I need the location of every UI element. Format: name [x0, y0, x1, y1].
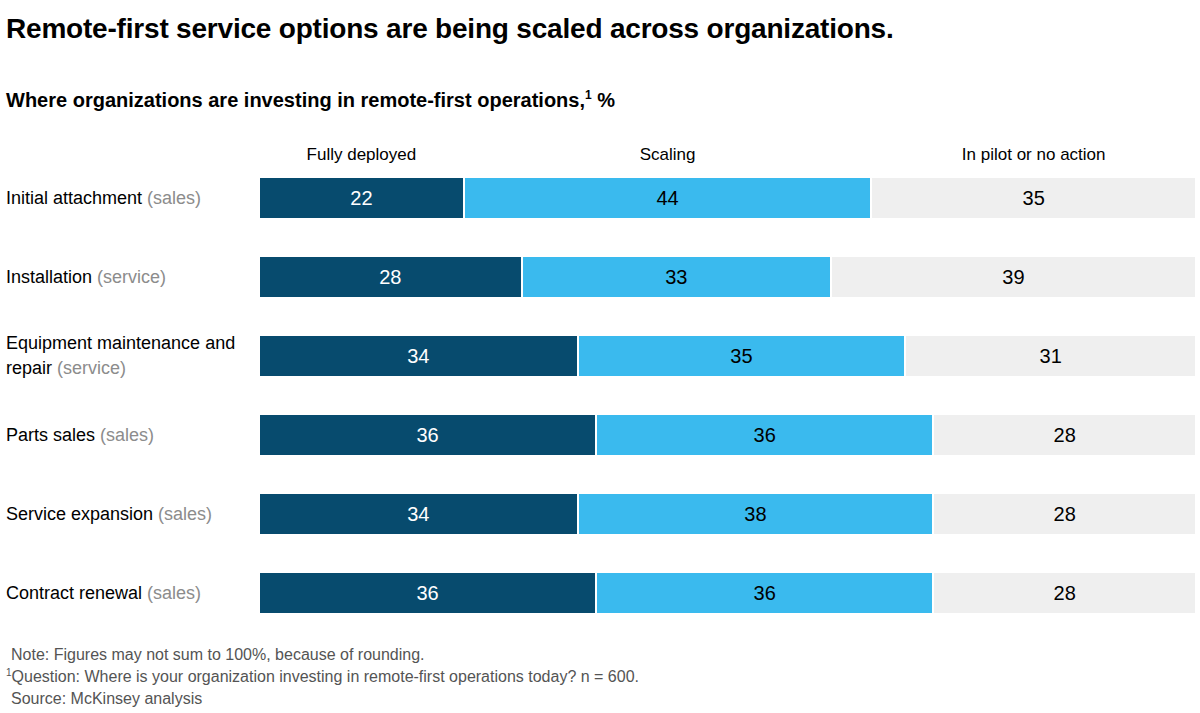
row-sublabel: (service) — [97, 267, 166, 287]
subtitle-text: Where organizations are investing in rem… — [6, 89, 585, 111]
bar-segment-fully-deployed: 28 — [260, 257, 521, 297]
bar-segment-in-pilot-or-no-action: 28 — [934, 494, 1195, 534]
bar-segment-fully-deployed: 36 — [260, 415, 595, 455]
chart-row: Installation (service)283339 — [6, 257, 1195, 297]
row-sublabel: (sales) — [100, 425, 154, 445]
chart-subtitle: Where organizations are investing in rem… — [6, 88, 1195, 112]
subtitle-footnote-marker: 1 — [585, 88, 592, 102]
bar-area: 283339 — [260, 257, 1195, 297]
row-label-text: Parts sales — [6, 425, 100, 445]
legend-label-scaling: Scaling — [465, 144, 871, 166]
page-title: Remote-first service options are being s… — [6, 12, 1195, 46]
bar-area: 343828 — [260, 494, 1195, 534]
row-label: Service expansion (sales) — [6, 502, 260, 527]
bar-segment-scaling: 36 — [597, 573, 932, 613]
row-sublabel: (sales) — [147, 583, 201, 603]
row-label-text: Contract renewal — [6, 583, 147, 603]
bar-segment-scaling: 44 — [465, 178, 871, 218]
chart-rows: Initial attachment (sales)224435Installa… — [6, 178, 1195, 613]
bar-segment-scaling: 38 — [579, 494, 933, 534]
bar-segment-fully-deployed: 34 — [260, 336, 577, 376]
subtitle-unit: % — [592, 89, 615, 111]
bar-area: 224435 — [260, 178, 1195, 218]
bar-area: 363628 — [260, 573, 1195, 613]
bar-segment-in-pilot-or-no-action: 39 — [832, 257, 1195, 297]
note-line: Note: Figures may not sum to 100%, becau… — [6, 644, 1195, 666]
row-label-text: Initial attachment — [6, 188, 147, 208]
row-sublabel: (service) — [57, 358, 126, 378]
bar-segment-in-pilot-or-no-action: 35 — [872, 178, 1195, 218]
source-line: Source: McKinsey analysis — [6, 688, 1195, 710]
legend-label-fully-deployed: Fully deployed — [260, 144, 463, 166]
row-label-text: Service expansion — [6, 504, 158, 524]
bar-segment-scaling: 33 — [523, 257, 830, 297]
bar-segment-fully-deployed: 36 — [260, 573, 595, 613]
exhibit-page: Remote-first service options are being s… — [0, 0, 1200, 713]
row-sublabel: (sales) — [158, 504, 212, 524]
chart-row: Initial attachment (sales)224435 — [6, 178, 1195, 218]
footnotes: Note: Figures may not sum to 100%, becau… — [6, 644, 1195, 710]
question-text: Question: Where is your organization inv… — [12, 668, 639, 685]
row-sublabel: (sales) — [147, 188, 201, 208]
bar-area: 363628 — [260, 415, 1195, 455]
legend-labels: Fully deployedScalingIn pilot or no acti… — [260, 144, 1195, 166]
legend-row: Fully deployedScalingIn pilot or no acti… — [6, 144, 1195, 166]
bar-area: 343531 — [260, 336, 1195, 376]
bar-segment-in-pilot-or-no-action: 28 — [934, 415, 1195, 455]
bar-segment-fully-deployed: 34 — [260, 494, 577, 534]
chart-row: Equipment maintenance and repair (servic… — [6, 336, 1195, 376]
legend-label-in-pilot-or-no-action: In pilot or no action — [872, 144, 1195, 166]
bar-segment-scaling: 35 — [579, 336, 905, 376]
row-label: Installation (service) — [6, 265, 260, 290]
bar-segment-in-pilot-or-no-action: 28 — [934, 573, 1195, 613]
row-label: Equipment maintenance and repair (servic… — [6, 331, 260, 381]
bar-segment-in-pilot-or-no-action: 31 — [906, 336, 1195, 376]
chart-row: Service expansion (sales)343828 — [6, 494, 1195, 534]
question-line: 1Question: Where is your organization in… — [6, 666, 1195, 688]
row-label: Parts sales (sales) — [6, 423, 260, 448]
row-label: Initial attachment (sales) — [6, 186, 260, 211]
row-label-text: Installation — [6, 267, 97, 287]
stacked-bar-chart: Fully deployedScalingIn pilot or no acti… — [6, 144, 1195, 613]
bar-segment-scaling: 36 — [597, 415, 932, 455]
chart-row: Parts sales (sales)363628 — [6, 415, 1195, 455]
bar-segment-fully-deployed: 22 — [260, 178, 463, 218]
row-label: Contract renewal (sales) — [6, 581, 260, 606]
chart-row: Contract renewal (sales)363628 — [6, 573, 1195, 613]
